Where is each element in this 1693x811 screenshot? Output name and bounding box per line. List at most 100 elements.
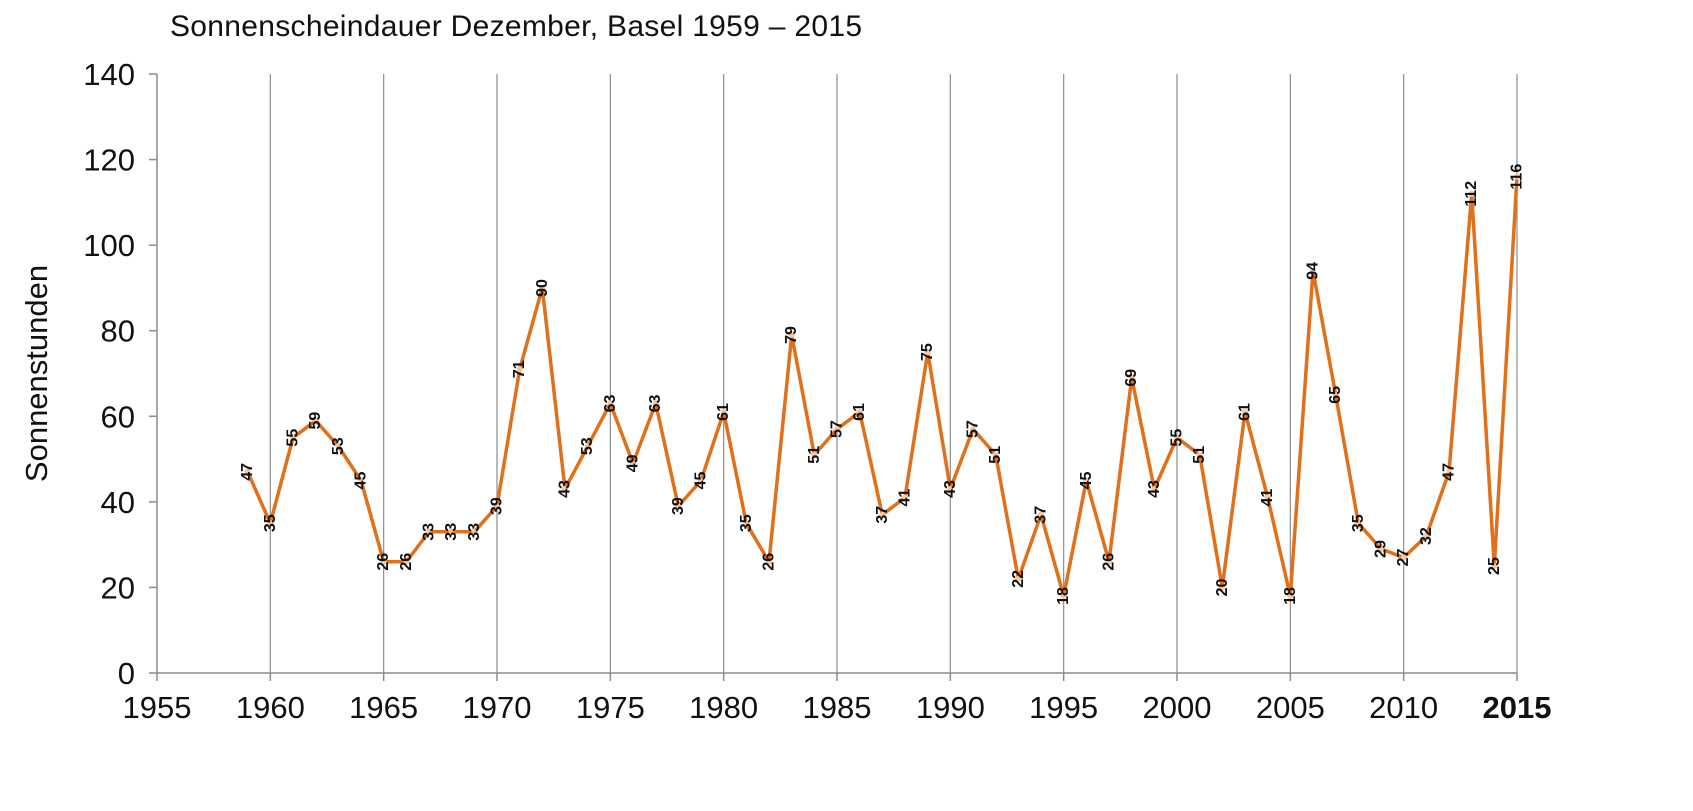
data-point xyxy=(947,486,954,493)
data-label: 39 xyxy=(670,497,687,515)
data-label: 57 xyxy=(965,420,982,438)
data-label: 18 xyxy=(1282,587,1299,605)
data-label: 51 xyxy=(1191,446,1208,464)
data-point xyxy=(1128,374,1135,381)
data-label: 69 xyxy=(1123,369,1140,387)
data-label: 18 xyxy=(1055,587,1072,605)
data-point xyxy=(970,426,976,433)
data-point xyxy=(358,477,364,484)
data-point xyxy=(426,528,432,535)
data-point xyxy=(1332,391,1339,398)
x-tick-label: 2010 xyxy=(1369,690,1438,725)
x-tick-label: 2000 xyxy=(1143,690,1212,725)
data-label: 33 xyxy=(443,523,460,541)
x-tick-label: 2005 xyxy=(1256,690,1325,725)
data-point xyxy=(1264,494,1271,501)
x-tick-label: 1970 xyxy=(463,690,532,725)
data-label: 63 xyxy=(602,394,619,412)
data-point xyxy=(720,409,727,416)
data-point xyxy=(856,409,863,416)
data-point xyxy=(811,451,818,458)
data-point xyxy=(448,528,455,535)
data-point xyxy=(1106,558,1112,565)
data-label: 26 xyxy=(1101,553,1118,571)
x-tick-label: 2015 xyxy=(1483,690,1552,725)
data-label: 79 xyxy=(783,326,800,344)
data-point xyxy=(562,486,568,493)
data-point xyxy=(992,451,999,458)
x-tick-label: 1985 xyxy=(803,690,872,725)
data-point xyxy=(743,520,750,527)
data-point xyxy=(380,558,387,565)
data-label: 26 xyxy=(375,553,392,571)
data-label: 51 xyxy=(806,446,823,464)
data-point xyxy=(1423,533,1430,540)
data-label: 37 xyxy=(1033,506,1050,524)
y-tick-label: 0 xyxy=(118,656,135,691)
data-label: 112 xyxy=(1463,181,1480,207)
data-point xyxy=(1446,468,1452,475)
x-tick-label: 1965 xyxy=(349,690,418,725)
data-point xyxy=(1151,486,1158,493)
x-tick-label: 1980 xyxy=(689,690,758,725)
data-label: 43 xyxy=(942,480,959,498)
data-label: 47 xyxy=(239,463,256,481)
data-label: 57 xyxy=(829,420,846,438)
data-point xyxy=(879,511,886,518)
x-tick-label: 1990 xyxy=(916,690,985,725)
data-point xyxy=(312,417,319,424)
data-point xyxy=(1015,575,1022,582)
data-label: 61 xyxy=(1237,403,1254,421)
data-label: 71 xyxy=(511,360,528,378)
data-label: 90 xyxy=(534,279,551,297)
data-label: 27 xyxy=(1395,548,1412,566)
data-label: 63 xyxy=(647,394,664,412)
data-point xyxy=(1174,434,1180,441)
y-tick-label: 140 xyxy=(83,57,135,92)
data-label: 53 xyxy=(579,437,596,455)
data-point xyxy=(834,426,840,433)
data-label: 37 xyxy=(874,506,891,524)
x-tick-label: 1960 xyxy=(236,690,305,725)
data-point xyxy=(630,460,636,467)
data-label: 26 xyxy=(398,553,415,571)
data-label: 45 xyxy=(693,471,710,489)
data-point xyxy=(607,400,614,407)
y-tick-label: 40 xyxy=(101,485,135,520)
data-label: 20 xyxy=(1214,578,1231,596)
data-label: 41 xyxy=(897,489,914,507)
data-point xyxy=(267,520,274,527)
data-label: 116 xyxy=(1509,164,1526,190)
data-point xyxy=(1196,451,1203,458)
data-point xyxy=(924,349,931,356)
y-tick-label: 120 xyxy=(83,143,135,178)
data-point xyxy=(1219,584,1226,591)
data-label: 25 xyxy=(1486,557,1503,575)
data-label: 59 xyxy=(307,412,324,430)
data-point xyxy=(244,468,251,475)
data-point xyxy=(1310,267,1316,274)
data-point xyxy=(1514,173,1520,180)
data-point xyxy=(584,443,591,450)
data-label: 33 xyxy=(466,523,483,541)
data-point xyxy=(652,400,659,407)
data-label: 55 xyxy=(1169,429,1186,447)
data-point xyxy=(675,503,682,510)
data-point xyxy=(1242,409,1248,416)
data-label: 29 xyxy=(1373,540,1390,558)
data-label: 26 xyxy=(761,553,778,571)
x-tick-label: 1955 xyxy=(123,690,192,725)
data-point xyxy=(766,558,772,565)
data-label: 32 xyxy=(1418,527,1435,545)
data-label: 39 xyxy=(489,497,506,515)
data-label: 43 xyxy=(557,480,574,498)
data-point xyxy=(1060,592,1067,599)
data-label: 94 xyxy=(1305,262,1322,280)
data-label: 33 xyxy=(421,523,438,541)
data-label: 61 xyxy=(851,403,868,421)
data-label: 22 xyxy=(1010,570,1027,588)
data-point xyxy=(471,528,478,535)
data-point xyxy=(1468,190,1475,197)
